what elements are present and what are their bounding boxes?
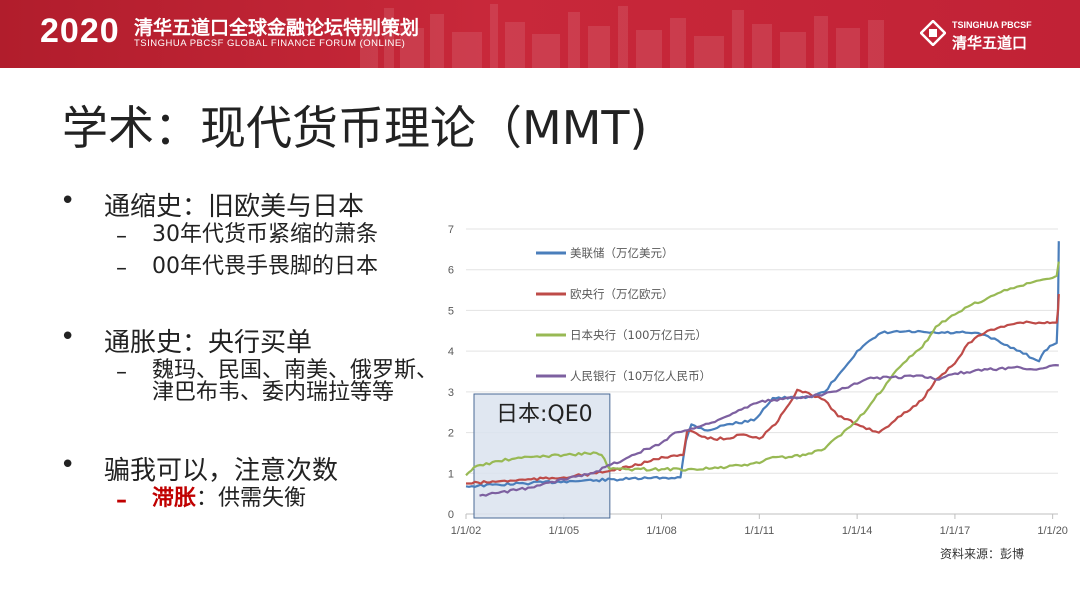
stagflation-explanation: ：供需失衡 <box>196 486 307 511</box>
skyline-decoration <box>360 4 884 68</box>
source-note: 资料来源：彭博 <box>940 547 1025 561</box>
series-line <box>465 241 1060 488</box>
x-tick-label: 1/1/20 <box>1037 525 1068 537</box>
institution-logo: TSINGHUA PBCSF 清华五道口 <box>920 14 1070 58</box>
sub-bullet-marker: – <box>116 360 127 385</box>
x-tick-label: 1/1/11 <box>744 525 774 537</box>
series-line <box>466 294 1060 485</box>
series-line <box>465 261 1060 477</box>
y-tick-label: 3 <box>448 387 454 399</box>
bullet-marker: • <box>60 186 76 216</box>
bullet-marker: • <box>60 322 76 352</box>
sub-bullet-marker: – <box>116 224 127 249</box>
banner-title-en: TSINGHUA PBCSF GLOBAL FINANCE FORUM (ONL… <box>134 38 406 49</box>
banner-year: 2020 <box>40 12 120 50</box>
logo-mark-icon <box>920 20 946 46</box>
y-tick-label: 2 <box>448 428 454 440</box>
logo-text-cn: 清华五道口 <box>952 34 1028 52</box>
y-tick-label: 1 <box>448 468 454 480</box>
y-tick-label: 0 <box>448 509 454 521</box>
header-banner: 2020 清华五道口全球金融论坛特别策划 TSINGHUA PBCSF GLOB… <box>0 0 1080 68</box>
sub-bullet-marker: – <box>116 256 127 281</box>
bullet-text: 骗我可以，注意次数 <box>104 456 339 486</box>
qe0-annotation-label: 日本:QE0 <box>496 402 593 427</box>
bullet-marker: • <box>60 450 76 480</box>
sub-bullet-text: 00年代畏手畏脚的日本 <box>152 254 378 279</box>
legend-entry: 日本央行（100万亿日元） <box>570 328 707 342</box>
logo-text-en: TSINGHUA PBCSF <box>952 20 1032 30</box>
y-tick-label: 5 <box>448 305 454 317</box>
x-tick-label: 1/1/17 <box>940 525 971 537</box>
y-tick-label: 4 <box>448 346 454 358</box>
x-tick-label: 1/1/05 <box>549 525 580 537</box>
sub-bullet-text: 魏玛、民国、南美、俄罗斯、 <box>152 358 439 383</box>
y-tick-label: 6 <box>448 265 454 277</box>
legend-entry: 欧央行（万亿欧元） <box>570 287 674 301</box>
legend-entry: 人民银行（10万亿人民币） <box>570 369 711 383</box>
central-bank-balance-chart: 0 1 2 3 4 5 6 7 1/1/02 1/1/05 1/1/08 1/1/11 1/1/14 1/… <box>448 224 1068 537</box>
highlight-stagflation: 滞胀 <box>152 486 197 511</box>
x-tick-label: 1/1/08 <box>646 525 677 537</box>
banner-title-cn: 清华五道口全球金融论坛特别策划 <box>134 17 420 39</box>
sub-bullet-text: 30年代货币紧缩的萧条 <box>152 222 378 247</box>
sub-bullet-marker: – <box>116 488 127 513</box>
bullet-text: 通胀史：央行买单 <box>104 328 313 358</box>
legend-entry: 美联储（万亿美元） <box>570 246 674 260</box>
slide-title: 学术：现代货币理论（MMT) <box>62 101 648 155</box>
bullet-text: 通缩史：旧欧美与日本 <box>104 192 365 222</box>
x-tick-label: 1/1/14 <box>842 525 873 537</box>
series-line <box>479 364 1059 497</box>
sub-bullet-text: 滞胀：供需失衡 <box>152 488 306 510</box>
sub-bullet-text: 津巴布韦、委内瑞拉等等 <box>152 380 395 405</box>
y-tick-label: 7 <box>448 224 454 236</box>
x-tick-label: 1/1/02 <box>451 525 482 537</box>
